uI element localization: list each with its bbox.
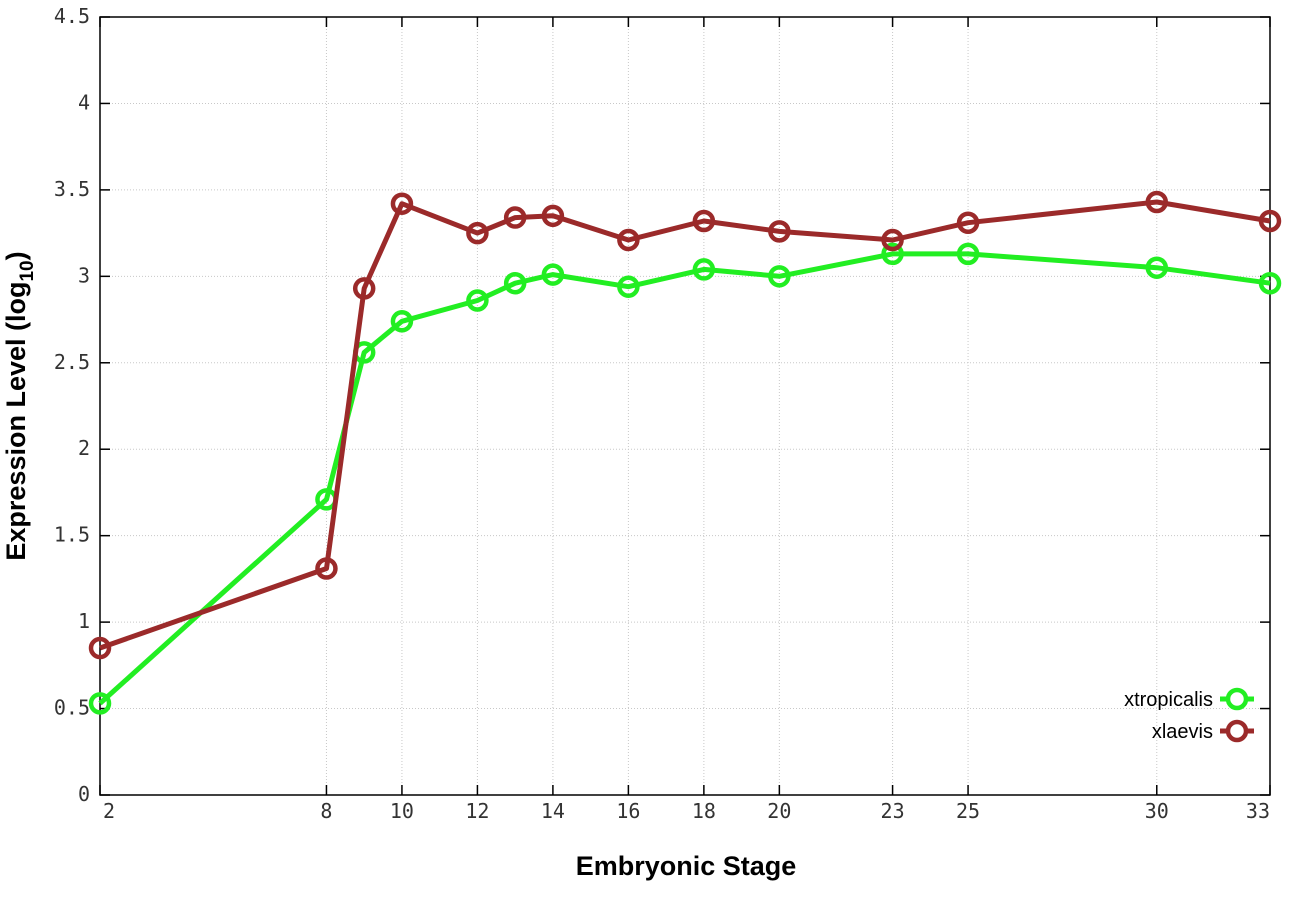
data-point-xlaevis xyxy=(956,211,980,234)
x-tick-label: 30 xyxy=(1145,799,1169,823)
data-point-xlaevis xyxy=(88,636,112,660)
y-tick-label: 1.5 xyxy=(54,523,90,547)
data-point-xlaevis xyxy=(541,204,565,228)
x-tick-label: 18 xyxy=(692,799,716,823)
legend-marker-swatch xyxy=(1225,687,1249,711)
x-axis-title: Embryonic Stage xyxy=(576,851,797,881)
legend-label: xlaevis xyxy=(1152,721,1213,743)
data-point-xtropicalis xyxy=(390,310,414,333)
data-point-xlaevis xyxy=(617,228,640,252)
y-axis: 0 0.5 1 1.5 2 2.5 3 3.5 4 4.5 xyxy=(54,4,1270,806)
x-tick-label: 10 xyxy=(390,799,414,823)
data-point-xlaevis xyxy=(881,228,904,252)
plot-frame xyxy=(99,16,1271,796)
series-group xyxy=(88,190,1282,715)
y-tick-label: 3.5 xyxy=(54,177,90,201)
y-tick-label: 2.5 xyxy=(54,350,90,374)
data-point-xtropicalis xyxy=(1258,271,1282,295)
data-point-xtropicalis xyxy=(503,271,527,295)
x-tick-label: 14 xyxy=(541,799,565,823)
data-point-xlaevis xyxy=(315,557,338,580)
data-point-xtropicalis xyxy=(768,265,791,288)
series-xlaevis xyxy=(88,190,1282,660)
data-point-xtropicalis xyxy=(956,242,980,266)
legend-marker-swatch xyxy=(1225,719,1249,743)
x-tick-label: 2 xyxy=(103,799,115,823)
data-point-xtropicalis xyxy=(88,692,112,715)
y-tick-label: 4.5 xyxy=(54,4,90,28)
y-tick-label: 0 xyxy=(78,782,90,806)
data-point-xlaevis xyxy=(352,277,376,300)
x-tick-label: 8 xyxy=(320,799,332,823)
x-axis: 2 8 10 12 14 16 18 20 23 25 30 33 xyxy=(99,17,1271,823)
grid xyxy=(100,17,1270,795)
series-xtropicalis xyxy=(88,242,1282,715)
legend-label: xtropicalis xyxy=(1124,689,1213,711)
y-tick-label: 4 xyxy=(78,90,90,114)
y-tick-label: 0.5 xyxy=(54,696,90,720)
y-tick-label: 3 xyxy=(78,263,90,287)
series-line-xtropicalis xyxy=(98,251,1271,706)
x-tick-label: 33 xyxy=(1246,799,1270,823)
x-tick-label: 16 xyxy=(616,799,640,823)
y-axis-title: Expression Level (log10) xyxy=(1,251,38,560)
y-tick-label: 2 xyxy=(78,436,90,460)
data-point-xtropicalis xyxy=(692,258,716,281)
x-tick-label: 12 xyxy=(465,799,489,823)
data-point-xlaevis xyxy=(503,206,527,229)
data-point-xtropicalis xyxy=(541,263,565,286)
data-point-xlaevis xyxy=(1145,190,1169,214)
legend: xtropicalis xlaevis xyxy=(1124,687,1254,743)
x-tick-label: 25 xyxy=(956,799,980,823)
data-point-xlaevis xyxy=(1258,209,1282,233)
x-tick-label: 20 xyxy=(767,799,791,823)
y-tick-label: 1 xyxy=(78,609,90,633)
data-point-xlaevis xyxy=(692,209,716,233)
data-point-xlaevis xyxy=(390,192,414,215)
data-point-xtropicalis xyxy=(1145,256,1169,279)
data-point-xtropicalis xyxy=(466,289,489,312)
data-point-xlaevis xyxy=(768,220,791,243)
data-point-xtropicalis xyxy=(881,242,904,266)
series-line-xlaevis xyxy=(99,199,1271,651)
x-tick-label: 23 xyxy=(881,799,905,823)
data-point-xtropicalis xyxy=(617,275,640,298)
data-point-xlaevis xyxy=(466,221,489,245)
